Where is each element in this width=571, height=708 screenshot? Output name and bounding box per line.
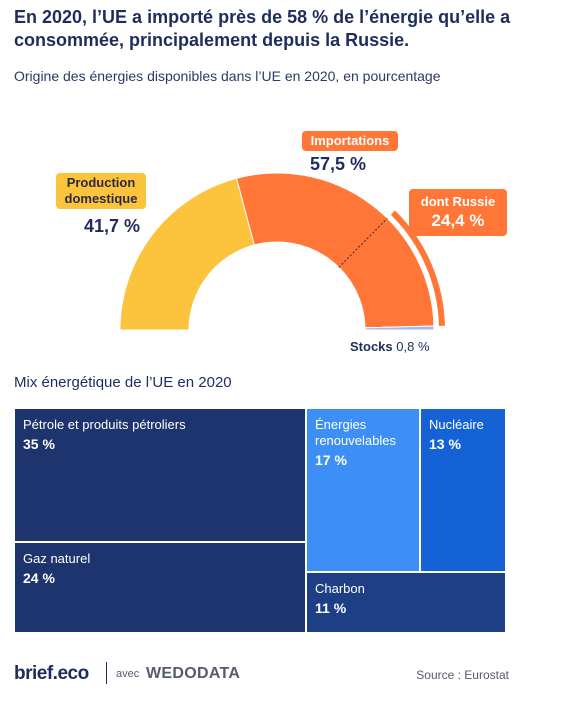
treemap-title: Mix énergétique de l’UE en 2020 bbox=[14, 374, 232, 391]
footer-divider bbox=[106, 662, 107, 684]
russie-value: 24,4 % bbox=[431, 211, 485, 230]
treemap-label-petrole: Pétrole et produits pétroliers bbox=[23, 417, 186, 432]
production-callout: Production domestique bbox=[56, 173, 146, 209]
treemap-value-gaz: 24 % bbox=[23, 570, 55, 586]
footer-avec: avec bbox=[116, 668, 140, 680]
treemap-label-gaz: Gaz naturel bbox=[23, 551, 91, 566]
source-note: Source : Eurostat bbox=[416, 668, 509, 682]
treemap-label-charbon: Charbon bbox=[315, 581, 365, 596]
treemap-value-nucleaire: 13 % bbox=[429, 436, 461, 452]
russie-callout: dont Russie 24,4 % bbox=[409, 189, 507, 236]
stocks-value: 0,8 % bbox=[396, 339, 430, 354]
treemap-cell-nucleaire: Nucléaire 13 % bbox=[420, 408, 506, 572]
russie-divider bbox=[338, 217, 388, 268]
stocks-name: Stocks bbox=[350, 339, 393, 354]
brief-eco-logo: brief.eco bbox=[14, 663, 89, 684]
treemap-cell-petrole: Pétrole et produits pétroliers 35 % bbox=[14, 408, 306, 542]
treemap-chart: Pétrole et produits pétroliers 35 % Gaz … bbox=[14, 408, 506, 633]
production-value: 41,7 % bbox=[84, 216, 141, 236]
treemap-label-nucleaire: Nucléaire bbox=[429, 417, 484, 432]
page-title: En 2020, l’UE a importé près de 58 % de … bbox=[14, 7, 511, 50]
treemap-label-renouvelables: Énergies renouvelables bbox=[315, 417, 396, 448]
arc-stocks bbox=[364, 325, 435, 331]
arc-importations bbox=[235, 172, 435, 329]
production-label-line2: domestique bbox=[64, 191, 138, 206]
importations-callout: Importations bbox=[302, 131, 398, 151]
importations-value: 57,5 % bbox=[310, 154, 367, 174]
stocks-label: Stocks 0,8 % bbox=[350, 339, 430, 354]
treemap-cell-charbon: Charbon 11 % bbox=[306, 572, 506, 633]
treemap-cell-renouvelables: Énergies renouvelables 17 % bbox=[306, 408, 420, 572]
wedodata-logo: WEDODATA bbox=[146, 665, 241, 682]
treemap-cell-gaz: Gaz naturel 24 % bbox=[14, 542, 306, 633]
arc-production bbox=[119, 177, 255, 331]
russie-label: dont Russie bbox=[420, 194, 496, 209]
treemap-value-charbon: 11 % bbox=[315, 600, 347, 616]
production-label-line1: Production bbox=[66, 175, 136, 190]
treemap-value-petrole: 35 % bbox=[23, 436, 55, 452]
arc-russie-bracket bbox=[390, 210, 445, 326]
treemap-value-renouvelables: 17 % bbox=[315, 452, 347, 468]
semi-donut-chart bbox=[119, 172, 445, 331]
chart-subtitle: Origine des énergies disponibles dans l’… bbox=[14, 68, 441, 84]
